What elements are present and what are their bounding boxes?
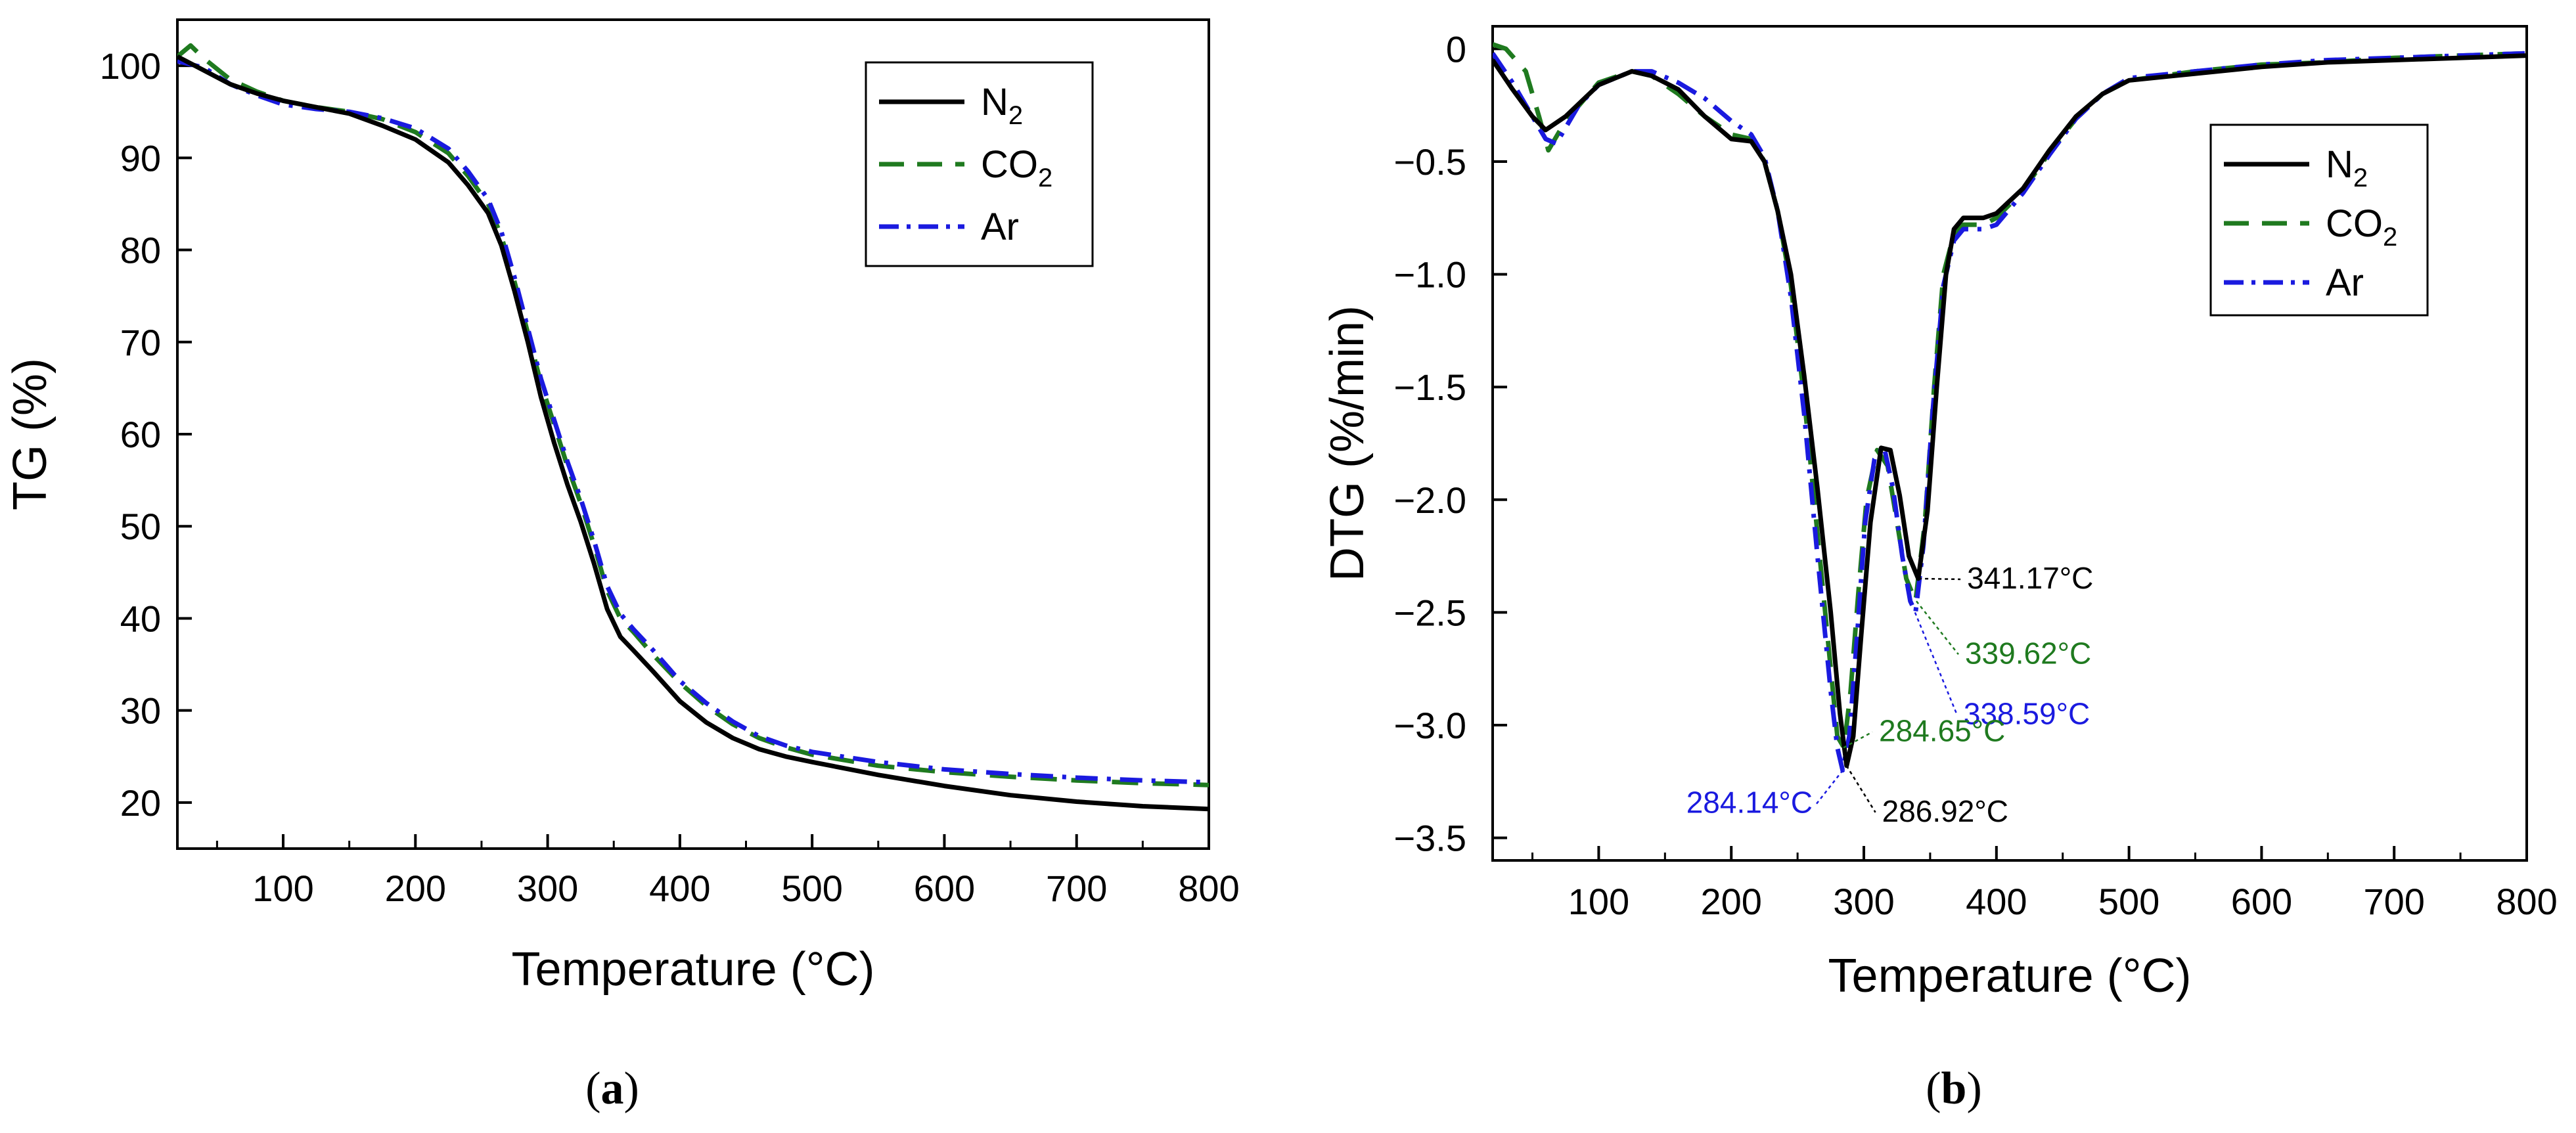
series-line-N2-a (177, 54, 1209, 812)
annotation-label-b: 284.65°C (1879, 713, 2005, 747)
legend-label-base: N (981, 81, 1008, 123)
x-tick-label-a: 200 (385, 868, 446, 909)
x-tick-label-b: 100 (1568, 881, 1629, 922)
legend-label-subscript: 2 (2383, 223, 2397, 252)
x-tick-label-b: 700 (2363, 881, 2424, 922)
legend-box-b (2209, 123, 2429, 317)
x-tick-label-a: 800 (1178, 868, 1239, 909)
x-tick-label-a: 400 (649, 868, 710, 909)
x-tick-label-a: 500 (781, 868, 842, 909)
y-tick-label-a: 60 (120, 414, 161, 455)
y-tick-label-a: 100 (100, 45, 161, 87)
x-tick-label-b: 200 (1701, 881, 1762, 922)
caption-letter: b (1941, 1063, 1967, 1114)
y-tick-label-a: 90 (120, 137, 161, 179)
x-tick-label-a: 600 (914, 868, 975, 909)
annotation-leader-b (1845, 765, 1876, 813)
y-axis-label-a: TG (%) (4, 358, 56, 510)
y-tick-label-a: 80 (120, 230, 161, 271)
legend-label-base: Ar (981, 206, 1019, 248)
legend-label-subscript: 2 (1008, 101, 1023, 130)
x-axis-label-b: Temperature (°C) (1828, 950, 2192, 1002)
legend-label-Ar-a: Ar (981, 206, 1019, 248)
x-tick-label-a: 700 (1046, 868, 1107, 909)
y-tick-label-a: 40 (120, 598, 161, 639)
x-tick-label-a: 100 (252, 868, 313, 909)
caption-open: ( (1926, 1063, 1941, 1114)
annotation-leader-b (1843, 731, 1873, 749)
x-tick-label-b: 300 (1833, 881, 1894, 922)
y-tick-label-b: −2.0 (1393, 479, 1466, 521)
legend-label-base: CO (2326, 202, 2383, 245)
y-tick-label-b: −1.0 (1393, 254, 1466, 296)
annotation-leader-b (1915, 600, 1959, 655)
x-tick-label-a: 300 (517, 868, 578, 909)
caption-open: ( (585, 1063, 600, 1114)
y-axis-label-b: DTG (%/min) (1321, 305, 1374, 581)
chart-panel-b: 100 200 300 400 500 600 700 800 0 −0.5 −1.0 −1.5 −2.… (1321, 25, 2558, 1114)
legend-label-base: CO (981, 143, 1038, 186)
legend-label-CO2-b: CO2 (2326, 202, 2397, 252)
y-tick-label-b: −0.5 (1393, 141, 1466, 183)
y-tick-label-b: −3.5 (1393, 818, 1466, 859)
x-tick-label-b: 800 (2496, 881, 2557, 922)
annotation-label-b: 339.62°C (1965, 636, 2091, 670)
series-line-Ar-a (177, 58, 1209, 785)
legend-label-base: N (2326, 143, 2353, 186)
annotation-leader-b (1816, 769, 1844, 805)
annotation-label-b: 341.17°C (1967, 561, 2093, 595)
annotation-label-b: 284.14°C (1686, 786, 1813, 820)
annotation-leader-b (1914, 611, 1958, 715)
caption-close: ) (1966, 1063, 1981, 1114)
panel-caption-a: (a) (585, 1063, 639, 1114)
chart-panel-a: 100 200 300 400 500 600 700 800 20 30 40 50 60 70 80 90… (4, 18, 1240, 1114)
y-tick-label-b: −1.5 (1393, 367, 1466, 408)
x-tick-label-b: 600 (2231, 881, 2292, 922)
annotation-label-b: 286.92°C (1882, 794, 2008, 828)
x-tick-label-b: 500 (2098, 881, 2159, 922)
series-line-N2-b (1493, 53, 2527, 768)
x-axis-label-a: Temperature (°C) (512, 943, 875, 996)
x-tick-label-b: 400 (1966, 881, 2027, 922)
y-tick-label-a: 20 (120, 782, 161, 824)
legend-label-N2-a: N2 (981, 81, 1023, 130)
y-tick-label-a: 50 (120, 506, 161, 547)
y-tick-label-b: −2.5 (1393, 592, 1466, 633)
legend-label-base: Ar (2326, 261, 2364, 304)
y-tick-label-a: 70 (120, 322, 161, 363)
legend-label-subscript: 2 (1038, 164, 1052, 192)
series-line-CO2-a (177, 43, 1209, 788)
annotation-label-b: 338.59°C (1964, 696, 2090, 730)
legend-label-CO2-a: CO2 (981, 143, 1052, 192)
caption-close: ) (624, 1063, 639, 1114)
y-tick-label-b: 0 (1446, 28, 1466, 70)
y-tick-label-a: 30 (120, 690, 161, 732)
plot-frame-b (1491, 25, 2528, 862)
legend-label-subscript: 2 (2353, 164, 2368, 192)
panel-caption-b: (b) (1926, 1063, 1982, 1114)
y-tick-label-b: −3.0 (1393, 705, 1466, 746)
legend-label-N2-b: N2 (2326, 143, 2368, 192)
caption-letter: a (601, 1063, 624, 1114)
legend-label-Ar-b: Ar (2326, 261, 2364, 304)
